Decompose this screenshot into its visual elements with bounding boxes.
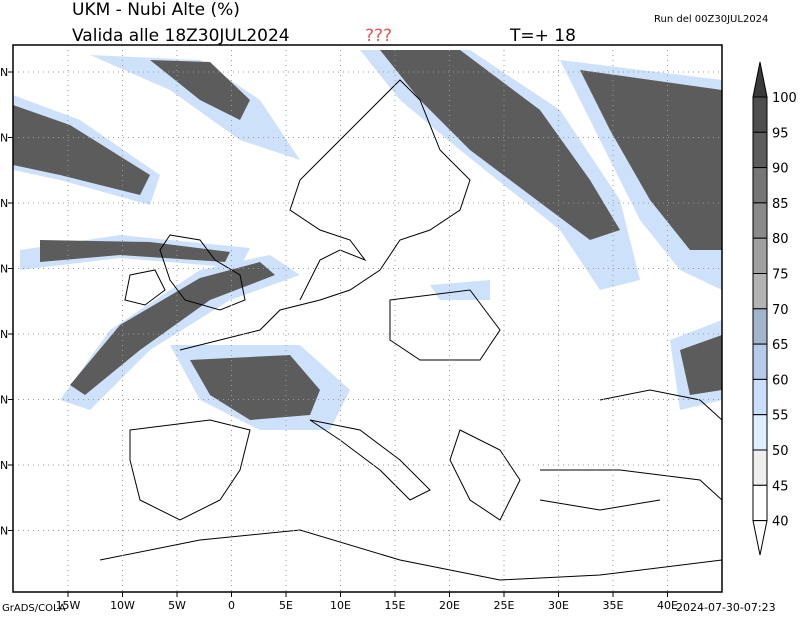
colorbar-segment bbox=[752, 449, 768, 486]
lon-label: 35E bbox=[603, 599, 624, 612]
lon-label: 25E bbox=[494, 599, 515, 612]
colorbar-segment bbox=[752, 308, 768, 345]
lat-label: N bbox=[0, 328, 8, 341]
colorbar: 100 95 90 85 80 75 70 65 60 55 50 45 40 bbox=[752, 61, 797, 556]
colorbar-segment bbox=[752, 343, 768, 380]
map-frame bbox=[12, 44, 723, 593]
lon-label: 5E bbox=[279, 599, 293, 612]
lon-label: 20E bbox=[439, 599, 460, 612]
colorbar-label: 90 bbox=[772, 162, 789, 177]
colorbar-segment bbox=[752, 237, 768, 274]
lon-label: 5W bbox=[168, 599, 186, 612]
map-title: UKM - Nubi Alte (%) bbox=[72, 0, 240, 20]
lon-label: 15W bbox=[56, 599, 81, 612]
lon-label: 0 bbox=[228, 599, 235, 612]
unknown-marker: ??? bbox=[365, 26, 393, 46]
colorbar-segment bbox=[752, 202, 768, 239]
colorbar-segment bbox=[752, 96, 768, 133]
colorbar-segment bbox=[752, 273, 768, 310]
colorbar-label: 50 bbox=[772, 444, 789, 459]
colorbar-label: 65 bbox=[772, 338, 789, 353]
colorbar-segment bbox=[752, 167, 768, 204]
valid-time: Valida alle 18Z30JUL2024 bbox=[72, 26, 290, 46]
lat-label: N bbox=[0, 66, 8, 79]
lat-label: N bbox=[0, 132, 8, 145]
colorbar-label: 55 bbox=[772, 409, 789, 424]
colorbar-segment bbox=[752, 414, 768, 451]
forecast-step: T=+ 18 bbox=[510, 26, 576, 46]
colorbar-segment bbox=[752, 131, 768, 169]
colorbar-segment bbox=[752, 378, 768, 416]
run-time: Run del 00Z30JUL2024 bbox=[654, 14, 769, 25]
colorbar-label: 95 bbox=[772, 126, 789, 141]
lon-label: 30E bbox=[548, 599, 569, 612]
colorbar-label: 70 bbox=[772, 303, 789, 318]
lat-label: N bbox=[0, 459, 8, 472]
lat-label: N bbox=[0, 394, 8, 407]
lon-label: 10E bbox=[330, 599, 351, 612]
colorbar-label: 45 bbox=[772, 479, 789, 494]
coastlines bbox=[99, 79, 722, 581]
lat-label: N bbox=[0, 197, 8, 210]
colorbar-label: 75 bbox=[772, 268, 789, 283]
cloud-field bbox=[13, 50, 722, 430]
lon-label: 10W bbox=[110, 599, 135, 612]
credit: GrADS/COLA bbox=[2, 603, 66, 614]
colorbar-label: 100 bbox=[772, 91, 797, 106]
colorbar-over-arrow bbox=[752, 61, 768, 98]
colorbar-label: 60 bbox=[772, 373, 789, 388]
lon-label: 15E bbox=[385, 599, 406, 612]
colorbar-label: 80 bbox=[772, 232, 789, 247]
colorbar-segment bbox=[752, 484, 768, 522]
colorbar-label: 40 bbox=[772, 515, 789, 530]
timestamp: 2024-07-30-07:23 bbox=[676, 601, 776, 614]
graticule bbox=[13, 45, 722, 592]
colorbar-under-arrow bbox=[752, 520, 768, 556]
lon-label: 40E bbox=[657, 599, 678, 612]
lat-label: N bbox=[0, 263, 8, 276]
colorbar-label: 85 bbox=[772, 197, 789, 212]
lat-label: N bbox=[0, 525, 8, 538]
